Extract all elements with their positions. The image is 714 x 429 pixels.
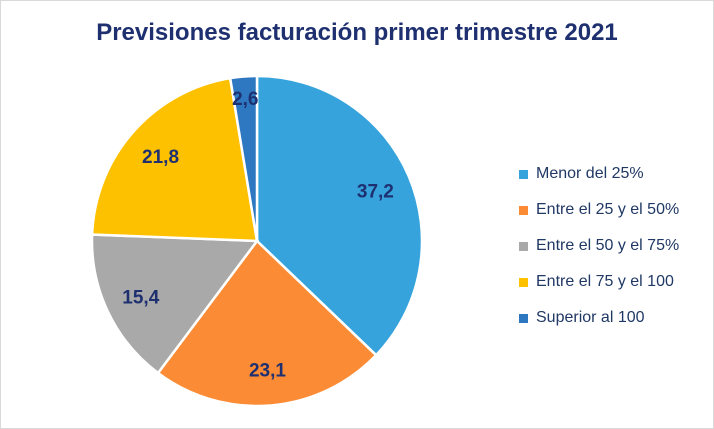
pie-slice-2 (156, 239, 378, 408)
chart-title: Previsiones facturación primer trimestre… (96, 19, 618, 46)
legend-item: Entre el 50 y el 75% (519, 228, 679, 264)
legend-label: Superior al 100 (536, 309, 645, 326)
legend-label: Entre el 75 y el 100 (536, 273, 674, 290)
legend-label: Entre el 25 y el 50% (536, 201, 680, 218)
data-label: 23,1 (249, 360, 286, 381)
data-label: 15,4 (122, 287, 159, 308)
pie-slice-4 (90, 76, 259, 243)
data-label: 21,8 (142, 147, 179, 168)
legend-swatch (519, 205, 528, 215)
legend-item: Entre el 75 y el 100 (519, 264, 679, 300)
legend-item: Entre el 25 y el 50% (519, 192, 679, 228)
legend-swatch (519, 241, 528, 251)
legend-swatch (519, 313, 528, 323)
data-label: 2,6 (232, 89, 258, 110)
legend-label: Entre el 50 y el 75% (536, 237, 680, 254)
pie-slice-5 (228, 74, 259, 242)
legend-swatch (519, 277, 528, 287)
legend-item: Menor del 25% (519, 156, 679, 192)
legend-item: Superior al 100 (519, 300, 679, 336)
pie-slice-3 (90, 233, 260, 375)
legend-label: Menor del 25% (536, 165, 644, 182)
legend: Menor del 25% Entre el 25 y el 50% Entre e… (519, 156, 679, 336)
legend-swatch (519, 169, 528, 179)
pie-slice-1 (255, 74, 424, 357)
data-label: 37,2 (357, 181, 394, 202)
